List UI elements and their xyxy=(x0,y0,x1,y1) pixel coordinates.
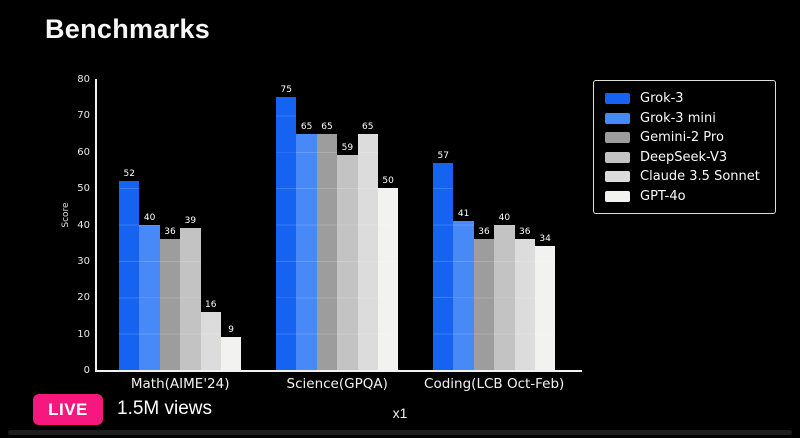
legend-swatch xyxy=(605,93,630,105)
y-tick-label: 20 xyxy=(77,292,90,304)
bar-value-label: 75 xyxy=(280,85,292,96)
x-tick-label: Math(AIME'24) xyxy=(130,376,230,392)
bar-group: 52 40 36 39 16 9 xyxy=(119,79,242,370)
legend-label: Grok-3 xyxy=(640,91,684,107)
bar-grok-3 xyxy=(433,162,454,370)
bar-gemini-2-pro xyxy=(316,133,338,370)
y-tick-label: 30 xyxy=(77,255,90,267)
bar-grok-3-mini xyxy=(296,133,317,370)
y-tick-label: 60 xyxy=(77,146,90,158)
legend-item: GPT-4o xyxy=(605,187,764,207)
legend-item: Grok-3 xyxy=(605,89,764,109)
bar-cell: 75 xyxy=(276,79,297,370)
bar-cell: 65 xyxy=(357,79,378,370)
bar-value-label: 39 xyxy=(184,216,197,227)
bar-value-label: 36 xyxy=(478,227,490,238)
bar-grok-3 xyxy=(119,180,140,370)
legend-swatch xyxy=(605,190,630,202)
bar-value-label: 52 xyxy=(123,168,135,179)
playback-speed-button[interactable]: x1 xyxy=(392,405,408,421)
bar-group: 57 41 36 40 36 34 xyxy=(433,79,556,370)
legend-swatch xyxy=(605,171,630,183)
bar-value-label: 34 xyxy=(539,234,551,245)
bar-value-label: 16 xyxy=(205,299,217,310)
y-tick-label: 50 xyxy=(77,183,90,195)
bar-cell: 52 xyxy=(119,79,140,370)
legend-label: Grok-3 mini xyxy=(640,110,716,126)
bar-cell: 36 xyxy=(514,79,535,370)
page-title: Benchmarks xyxy=(45,14,211,44)
legend-label: Claude 3.5 Sonnet xyxy=(640,169,760,185)
bar-value-label: 65 xyxy=(362,121,374,132)
bar-cell: 39 xyxy=(180,79,201,370)
bar-gpt-4o xyxy=(534,246,556,370)
legend-item: DeepSeek-V3 xyxy=(605,148,764,168)
bar-value-label: 65 xyxy=(300,121,313,132)
y-tick-label: 40 xyxy=(77,219,90,231)
bar-deepseek-v3 xyxy=(180,228,201,370)
bar-value-label: 36 xyxy=(519,227,531,238)
bar-gpt-4o xyxy=(220,337,242,370)
bar-cell: 40 xyxy=(139,79,160,370)
legend-label: Gemini-2 Pro xyxy=(640,130,724,146)
bar-cell: 41 xyxy=(453,79,474,370)
bar-value-label: 59 xyxy=(341,143,354,154)
views-count: 1.5M views xyxy=(117,398,213,419)
bar-value-label: 57 xyxy=(437,150,449,161)
y-tick-label: 10 xyxy=(77,328,90,340)
bar-gemini-2-pro xyxy=(473,239,495,370)
chart-legend: Grok-3 Grok-3 mini Gemini-2 Pro DeepSeek-V3… xyxy=(593,80,776,214)
video-progress-bar[interactable] xyxy=(8,430,792,435)
bar-value-label: 36 xyxy=(164,227,176,238)
bar-cell: 16 xyxy=(200,79,221,370)
bar-cell: 40 xyxy=(494,79,515,370)
bar-cell: 9 xyxy=(220,79,242,370)
legend-label: GPT-4o xyxy=(640,188,686,204)
bar-claude-3-5-sonnet xyxy=(514,239,535,370)
bar-value-label: 40 xyxy=(143,212,156,223)
y-tick-label: 80 xyxy=(77,74,90,85)
bar-grok-3-mini xyxy=(139,224,160,370)
legend-swatch xyxy=(605,151,630,163)
bar-cell: 65 xyxy=(316,79,338,370)
bar-value-label: 41 xyxy=(457,208,470,219)
bar-gpt-4o xyxy=(377,188,399,370)
legend-swatch xyxy=(605,132,630,144)
bar-cell: 36 xyxy=(159,79,181,370)
bar-grok-3-mini xyxy=(453,220,474,370)
legend-label: DeepSeek-V3 xyxy=(640,149,728,165)
bar-value-label: 50 xyxy=(382,176,394,187)
live-badge[interactable]: LIVE xyxy=(33,394,103,425)
bar-claude-3-5-sonnet xyxy=(357,133,378,370)
bar-claude-3-5-sonnet xyxy=(200,311,221,370)
bar-cell: 36 xyxy=(473,79,495,370)
legend-item: Grok-3 mini xyxy=(605,109,764,129)
legend-item: Gemini-2 Pro xyxy=(605,128,764,148)
bar-value-label: 65 xyxy=(321,121,333,132)
bar-cell: 34 xyxy=(534,79,556,370)
bar-grok-3 xyxy=(276,97,297,370)
y-tick-label: 0 xyxy=(83,365,90,376)
plot-area xyxy=(95,79,582,372)
bar-cell: 50 xyxy=(377,79,399,370)
bar-deepseek-v3 xyxy=(494,224,515,370)
bar-deepseek-v3 xyxy=(337,155,358,370)
legend-swatch xyxy=(605,112,630,124)
bar-cell: 57 xyxy=(433,79,454,370)
x-tick-label: Science(GPQA) xyxy=(286,376,388,392)
y-tick-label: 70 xyxy=(77,110,90,122)
bar-cell: 59 xyxy=(337,79,358,370)
bar-group: 75 65 65 59 65 50 xyxy=(276,79,399,370)
bar-value-label: 40 xyxy=(498,212,511,223)
bar-gemini-2-pro xyxy=(159,239,181,370)
x-tick-label: Coding(LCB Oct-Feb) xyxy=(424,376,565,392)
bar-cell: 65 xyxy=(296,79,317,370)
bar-value-label: 9 xyxy=(228,325,235,336)
legend-item: Claude 3.5 Sonnet xyxy=(605,167,764,187)
